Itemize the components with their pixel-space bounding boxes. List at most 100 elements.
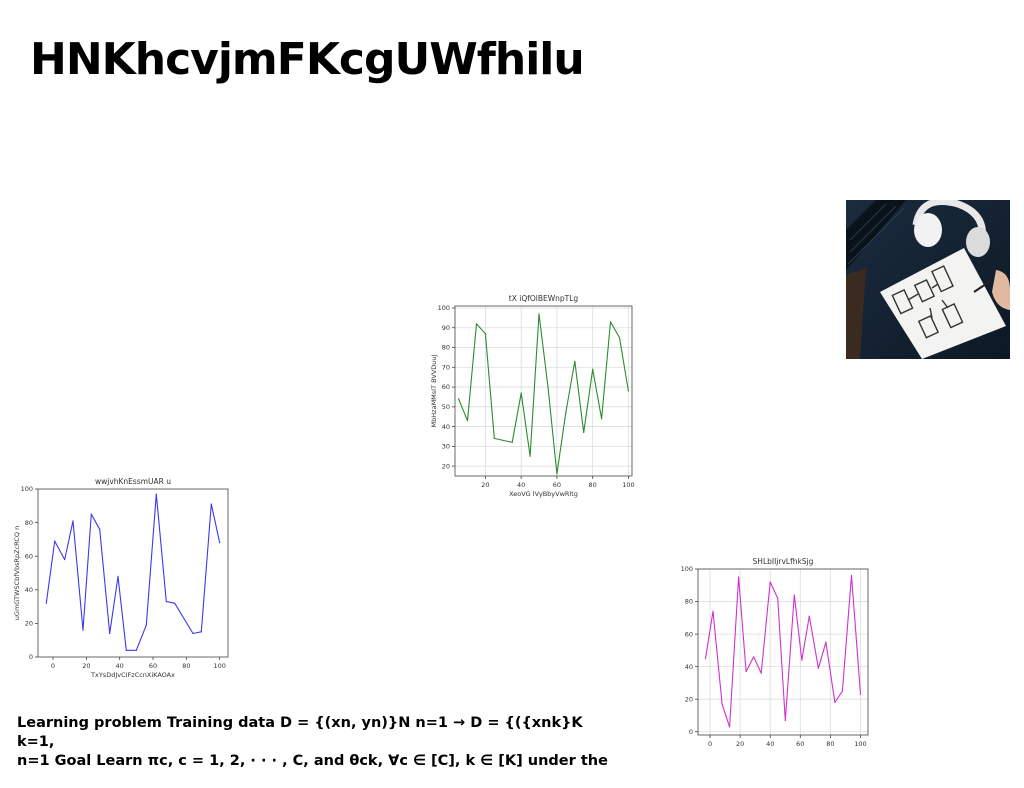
data-point	[109, 632, 111, 635]
body-paragraph: Learning problem Training data D = {(xn,…	[17, 714, 617, 771]
plot-frame	[697, 568, 869, 736]
data-point	[54, 540, 56, 542]
data-point	[745, 670, 747, 673]
y-tick-label: 80	[685, 598, 693, 606]
data-point	[135, 649, 137, 651]
x-tick-label: 80	[182, 662, 190, 670]
x-tick-label: 20	[736, 740, 744, 748]
data-point	[145, 624, 147, 626]
data-point	[45, 602, 47, 604]
data-point	[704, 657, 707, 660]
data-point	[618, 337, 621, 339]
x-tick-label: 100	[213, 662, 225, 670]
data-point	[117, 575, 119, 577]
data-point	[475, 323, 478, 325]
y-tick-label: 100	[438, 304, 450, 312]
data-point	[859, 693, 862, 695]
data-point	[219, 542, 221, 544]
data-point	[592, 368, 594, 370]
x-tick-label: 0	[708, 740, 712, 748]
data-point	[165, 600, 167, 603]
data-point	[484, 333, 486, 335]
data-point	[82, 629, 84, 631]
chart-title: tX iQfOlBEWnpTLg	[509, 294, 579, 303]
series-line	[45, 493, 221, 651]
y-tick-label: 60	[442, 383, 450, 391]
data-point	[64, 558, 66, 561]
data-point	[493, 437, 495, 440]
chart-title: SHLbIIjrvLfhkSjg	[753, 557, 814, 566]
chart-blue: 0 20 40 60 80 100 0 20 40 60 80 100 wwjvhKnEssmUAR u…	[13, 477, 229, 679]
data-point	[72, 520, 74, 522]
data-point	[793, 594, 795, 596]
chart-title: wwjvhKnEssmUAR u	[95, 477, 171, 486]
y-tick-label: 30	[442, 443, 450, 451]
data-point	[760, 672, 762, 674]
body-line: Learning problem Training data D = {(xn,…	[17, 715, 583, 750]
data-point	[574, 360, 576, 362]
series-line	[704, 574, 862, 728]
page-title: HNKhcvjmFKcgUWfhilu	[30, 34, 585, 85]
data-point	[738, 576, 740, 578]
workspace-photo	[846, 200, 1010, 359]
data-point	[753, 656, 755, 658]
y-tick-label: 70	[442, 363, 450, 371]
x-tick-label: 0	[51, 662, 55, 670]
data-point	[547, 386, 549, 388]
data-point	[174, 602, 176, 604]
y-tick-label: 0	[29, 653, 33, 661]
data-point	[125, 649, 127, 651]
data-point	[728, 726, 731, 728]
data-point	[850, 574, 853, 577]
x-tick-label: 100	[854, 740, 866, 748]
y-tick-label: 100	[21, 485, 33, 493]
data-point	[529, 455, 531, 457]
data-point	[609, 321, 612, 323]
chart-green: 20 40 60 80 100 20 30 40 50 60 70 80 90 100 tX iQfOlBE…	[430, 294, 635, 498]
x-tick-label: 60	[553, 481, 561, 489]
data-point	[777, 597, 779, 599]
x-axis-label: XeoVG lVyBbyVwRltg	[509, 490, 578, 498]
series-line	[458, 313, 629, 475]
y-tick-label: 100	[681, 565, 693, 573]
y-tick-label: 20	[685, 695, 693, 703]
data-point	[825, 641, 827, 643]
y-tick-label: 20	[442, 462, 450, 470]
x-tick-label: 40	[517, 481, 525, 489]
y-tick-label: 20	[25, 620, 33, 628]
data-point	[601, 418, 603, 420]
y-tick-label: 0	[689, 728, 693, 736]
x-tick-label: 100	[622, 481, 634, 489]
data-point	[99, 528, 101, 530]
x-tick-label: 20	[481, 481, 489, 489]
data-point	[721, 703, 723, 705]
y-tick-label: 40	[685, 663, 693, 671]
data-point	[556, 473, 558, 475]
data-point	[90, 513, 92, 515]
data-point	[192, 632, 194, 635]
plot-frame	[37, 488, 229, 658]
data-point	[200, 631, 202, 633]
data-point	[769, 581, 771, 583]
y-axis-label: MbHzaMMsIT BVVDuuJ	[430, 354, 438, 427]
data-point	[808, 615, 810, 617]
data-point	[520, 392, 522, 394]
y-tick-label: 40	[442, 423, 450, 431]
y-tick-label: 40	[25, 586, 33, 594]
data-point	[583, 431, 585, 434]
data-point	[801, 659, 803, 661]
x-tick-label: 60	[149, 662, 157, 670]
x-tick-label: 40	[766, 740, 774, 748]
data-point	[457, 398, 460, 400]
data-point	[210, 503, 212, 505]
data-point	[841, 690, 844, 692]
y-tick-label: 80	[25, 519, 33, 527]
x-axis-label: TxYsDdJvCIFzCcnXiKAOAx	[90, 671, 175, 679]
y-tick-label: 60	[25, 552, 33, 560]
plot-frame	[454, 305, 633, 477]
data-point	[538, 313, 540, 315]
data-point	[466, 420, 469, 422]
data-point	[155, 493, 157, 495]
y-tick-label: 90	[442, 324, 450, 332]
y-tick-label: 50	[442, 403, 450, 411]
